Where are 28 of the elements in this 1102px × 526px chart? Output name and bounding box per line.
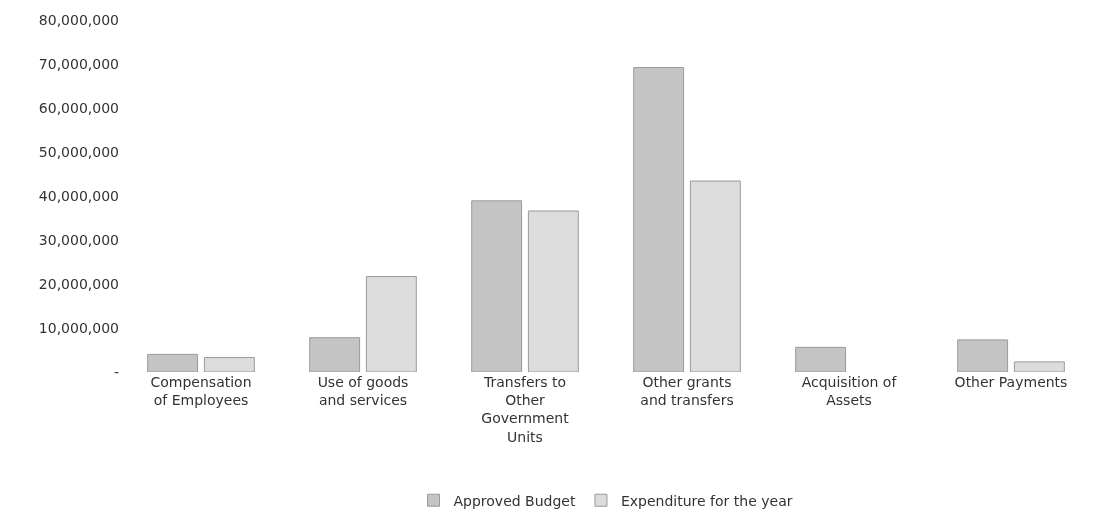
bar xyxy=(203,356,255,372)
bar xyxy=(689,180,741,372)
bar xyxy=(527,210,579,372)
bar xyxy=(1013,361,1065,372)
legend-label: Expenditure for the year xyxy=(620,492,793,509)
bar xyxy=(365,276,417,372)
y-tick-label: 80,000,000 xyxy=(38,11,119,28)
y-tick-label: 50,000,000 xyxy=(38,143,119,160)
bar xyxy=(471,200,523,372)
y-tick-label: 70,000,000 xyxy=(38,55,119,72)
y-tick-label: 40,000,000 xyxy=(38,187,119,204)
y-tick-label: - xyxy=(113,363,119,380)
x-tick-label: Transfers to Other Government Units xyxy=(481,374,570,445)
x-tick-label: Other Payments xyxy=(954,374,1068,390)
bar xyxy=(957,339,1009,372)
y-tick-label: 20,000,000 xyxy=(38,275,119,292)
x-tick-label: Compensation of Employees xyxy=(150,374,252,409)
y-tick-label: 60,000,000 xyxy=(38,99,119,116)
x-tick-label: Use of goods and services xyxy=(317,374,409,409)
bar xyxy=(309,337,361,372)
bar xyxy=(795,346,847,372)
legend-label: Approved Budget xyxy=(453,492,576,509)
x-tick-label: Other grants and transfers xyxy=(640,374,734,409)
x-tick-label: Acquisition of Assets xyxy=(801,374,898,409)
y-tick-label: 10,000,000 xyxy=(38,319,119,336)
bar xyxy=(147,353,199,372)
bar xyxy=(633,67,685,372)
y-tick-label: 30,000,000 xyxy=(38,231,119,248)
